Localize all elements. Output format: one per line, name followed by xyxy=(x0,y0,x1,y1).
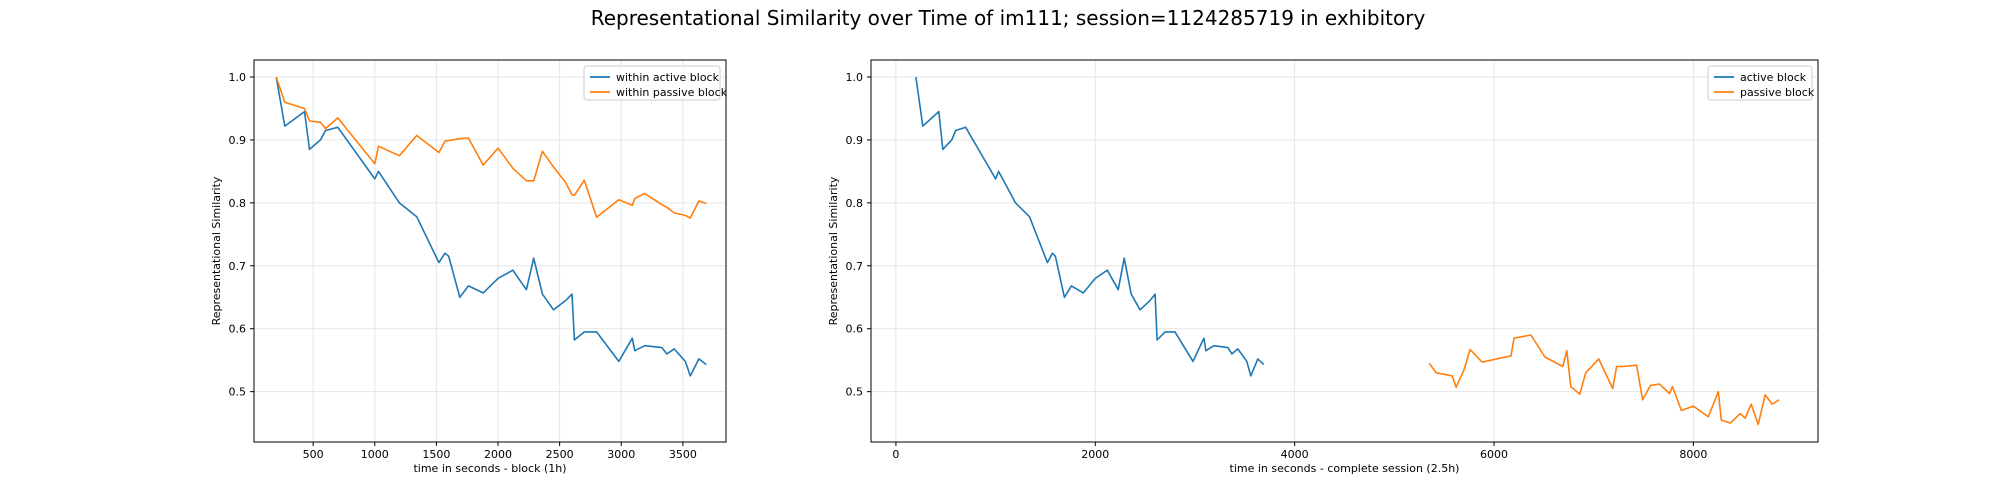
left-legend-box xyxy=(583,65,721,101)
left-series-line-passive xyxy=(275,76,707,219)
right-x-tick-label: 6000 xyxy=(1480,448,1508,461)
left-y-axis-label: Representational Similarity xyxy=(210,176,223,325)
right-series-line-passive xyxy=(1428,334,1780,426)
right-x-axis-label: time in seconds - complete session (2.5h… xyxy=(1230,462,1460,475)
left-y-tick-label: 0.9 xyxy=(229,134,247,147)
right-legend-label: passive block xyxy=(1740,86,1815,99)
left-y-tick-label: 0.8 xyxy=(229,197,247,210)
left-axes-frame xyxy=(253,59,727,443)
right-y-tick-label: 0.5 xyxy=(846,386,864,399)
left-legend-label: within passive block xyxy=(616,86,728,99)
right-y-tick-label: 0.8 xyxy=(846,197,864,210)
left-x-tick-label: 500 xyxy=(303,448,324,461)
left-grid xyxy=(254,60,726,442)
left-x-tick-label: 2000 xyxy=(484,448,512,461)
left-x-tick-label: 3000 xyxy=(607,448,635,461)
left-x-axis-label: time in seconds - block (1h) xyxy=(413,462,566,475)
left-y-tick-label: 0.5 xyxy=(229,386,247,399)
figure-suptitle: Representational Similarity over Time of… xyxy=(590,6,1426,30)
right-y-tick-label: 0.9 xyxy=(846,134,864,147)
right-x-tick-label: 4000 xyxy=(1281,448,1309,461)
right-series-line-active xyxy=(915,76,1265,377)
left-x-tick-label: 1000 xyxy=(361,448,389,461)
right-grid xyxy=(871,60,1818,442)
left-x-tick-label: 3500 xyxy=(669,448,697,461)
left-legend-label: within active block xyxy=(616,71,720,84)
right-x-tick-label: 8000 xyxy=(1679,448,1707,461)
left-y-tick-label: 0.7 xyxy=(229,260,247,273)
right-legend-label: active block xyxy=(1740,71,1807,84)
left-legend: within active block within passive block xyxy=(583,65,728,101)
left-x-tick-label: 1500 xyxy=(422,448,450,461)
right-y-axis-label: Representational Similarity xyxy=(827,176,840,325)
left-y-tick-label: 1.0 xyxy=(229,71,247,84)
right-axes-frame xyxy=(870,59,1819,443)
right-y-tick-label: 0.6 xyxy=(846,323,864,336)
left-y-tick-label: 0.6 xyxy=(229,323,247,336)
left-x-tick-label: 2500 xyxy=(546,448,574,461)
right-x-tick-label: 0 xyxy=(892,448,899,461)
right-y-tick-label: 0.7 xyxy=(846,260,864,273)
right-x-tick-label: 2000 xyxy=(1081,448,1109,461)
left-series-line-active xyxy=(275,76,707,377)
right-y-tick-label: 1.0 xyxy=(846,71,864,84)
right-legend: active block passive block xyxy=(1707,65,1815,101)
